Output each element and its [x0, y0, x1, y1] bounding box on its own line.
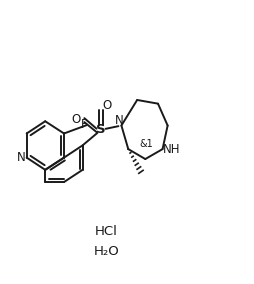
Text: O: O — [102, 99, 111, 112]
Text: HCl: HCl — [95, 225, 118, 238]
Text: NH: NH — [163, 143, 180, 156]
Text: S: S — [96, 123, 106, 136]
Text: N: N — [115, 114, 124, 128]
Text: H₂O: H₂O — [94, 245, 120, 258]
Text: &1: &1 — [139, 139, 153, 149]
Text: O: O — [72, 113, 81, 126]
Text: N: N — [17, 151, 25, 164]
Text: F: F — [81, 118, 87, 131]
